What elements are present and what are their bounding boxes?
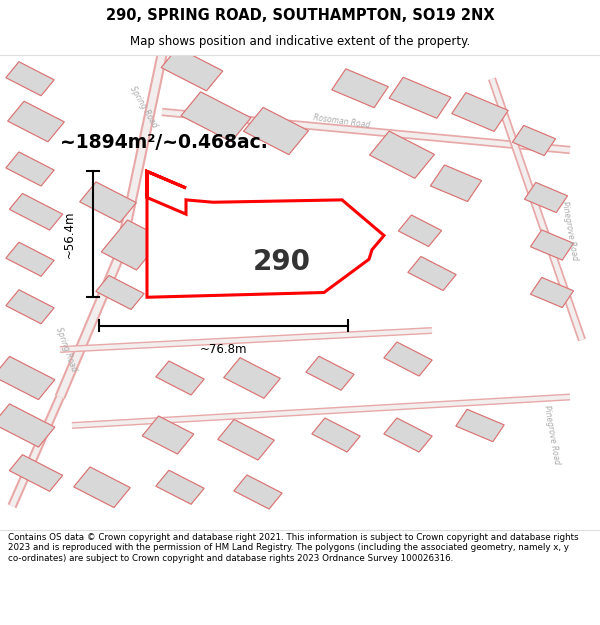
Text: Contains OS data © Crown copyright and database right 2021. This information is : Contains OS data © Crown copyright and d… <box>8 533 578 562</box>
Polygon shape <box>456 409 504 442</box>
Polygon shape <box>161 48 223 91</box>
Polygon shape <box>224 357 280 398</box>
Text: Pinegrove Road: Pinegrove Road <box>542 404 562 466</box>
Text: Map shows position and indicative extent of the property.: Map shows position and indicative extent… <box>130 35 470 48</box>
Text: Spring Road: Spring Road <box>54 326 78 373</box>
Polygon shape <box>306 356 354 390</box>
Polygon shape <box>101 220 163 270</box>
Polygon shape <box>389 78 451 118</box>
Polygon shape <box>0 404 55 447</box>
Polygon shape <box>244 107 308 154</box>
Text: 290: 290 <box>253 248 311 276</box>
Polygon shape <box>156 470 204 504</box>
Polygon shape <box>452 92 508 131</box>
Polygon shape <box>530 278 574 308</box>
Polygon shape <box>370 131 434 178</box>
Text: Pinegrove Road: Pinegrove Road <box>560 201 580 261</box>
Polygon shape <box>6 290 54 324</box>
Polygon shape <box>96 276 144 309</box>
Polygon shape <box>10 193 62 230</box>
Polygon shape <box>234 475 282 509</box>
Text: ~76.8m: ~76.8m <box>200 343 247 356</box>
Polygon shape <box>6 242 54 276</box>
Text: ~56.4m: ~56.4m <box>62 211 76 258</box>
Polygon shape <box>384 418 432 452</box>
Polygon shape <box>332 69 388 108</box>
Polygon shape <box>156 361 204 395</box>
Polygon shape <box>142 416 194 454</box>
Polygon shape <box>512 126 556 156</box>
Text: Spring Road: Spring Road <box>128 85 160 129</box>
Polygon shape <box>74 467 130 508</box>
Polygon shape <box>6 62 54 96</box>
Polygon shape <box>398 215 442 246</box>
Polygon shape <box>530 230 574 260</box>
Polygon shape <box>312 418 360 452</box>
Polygon shape <box>218 419 274 460</box>
Polygon shape <box>6 152 54 186</box>
Polygon shape <box>0 356 55 399</box>
Polygon shape <box>524 182 568 213</box>
Text: Rosoman Road: Rosoman Road <box>313 113 371 130</box>
Polygon shape <box>384 342 432 376</box>
Polygon shape <box>147 171 384 298</box>
Text: ~1894m²/~0.468ac.: ~1894m²/~0.468ac. <box>60 133 268 152</box>
Polygon shape <box>181 92 251 142</box>
Polygon shape <box>430 165 482 201</box>
Polygon shape <box>10 454 62 491</box>
Text: 290, SPRING ROAD, SOUTHAMPTON, SO19 2NX: 290, SPRING ROAD, SOUTHAMPTON, SO19 2NX <box>106 8 494 23</box>
Polygon shape <box>408 256 456 291</box>
Polygon shape <box>80 182 136 222</box>
Polygon shape <box>8 101 64 142</box>
